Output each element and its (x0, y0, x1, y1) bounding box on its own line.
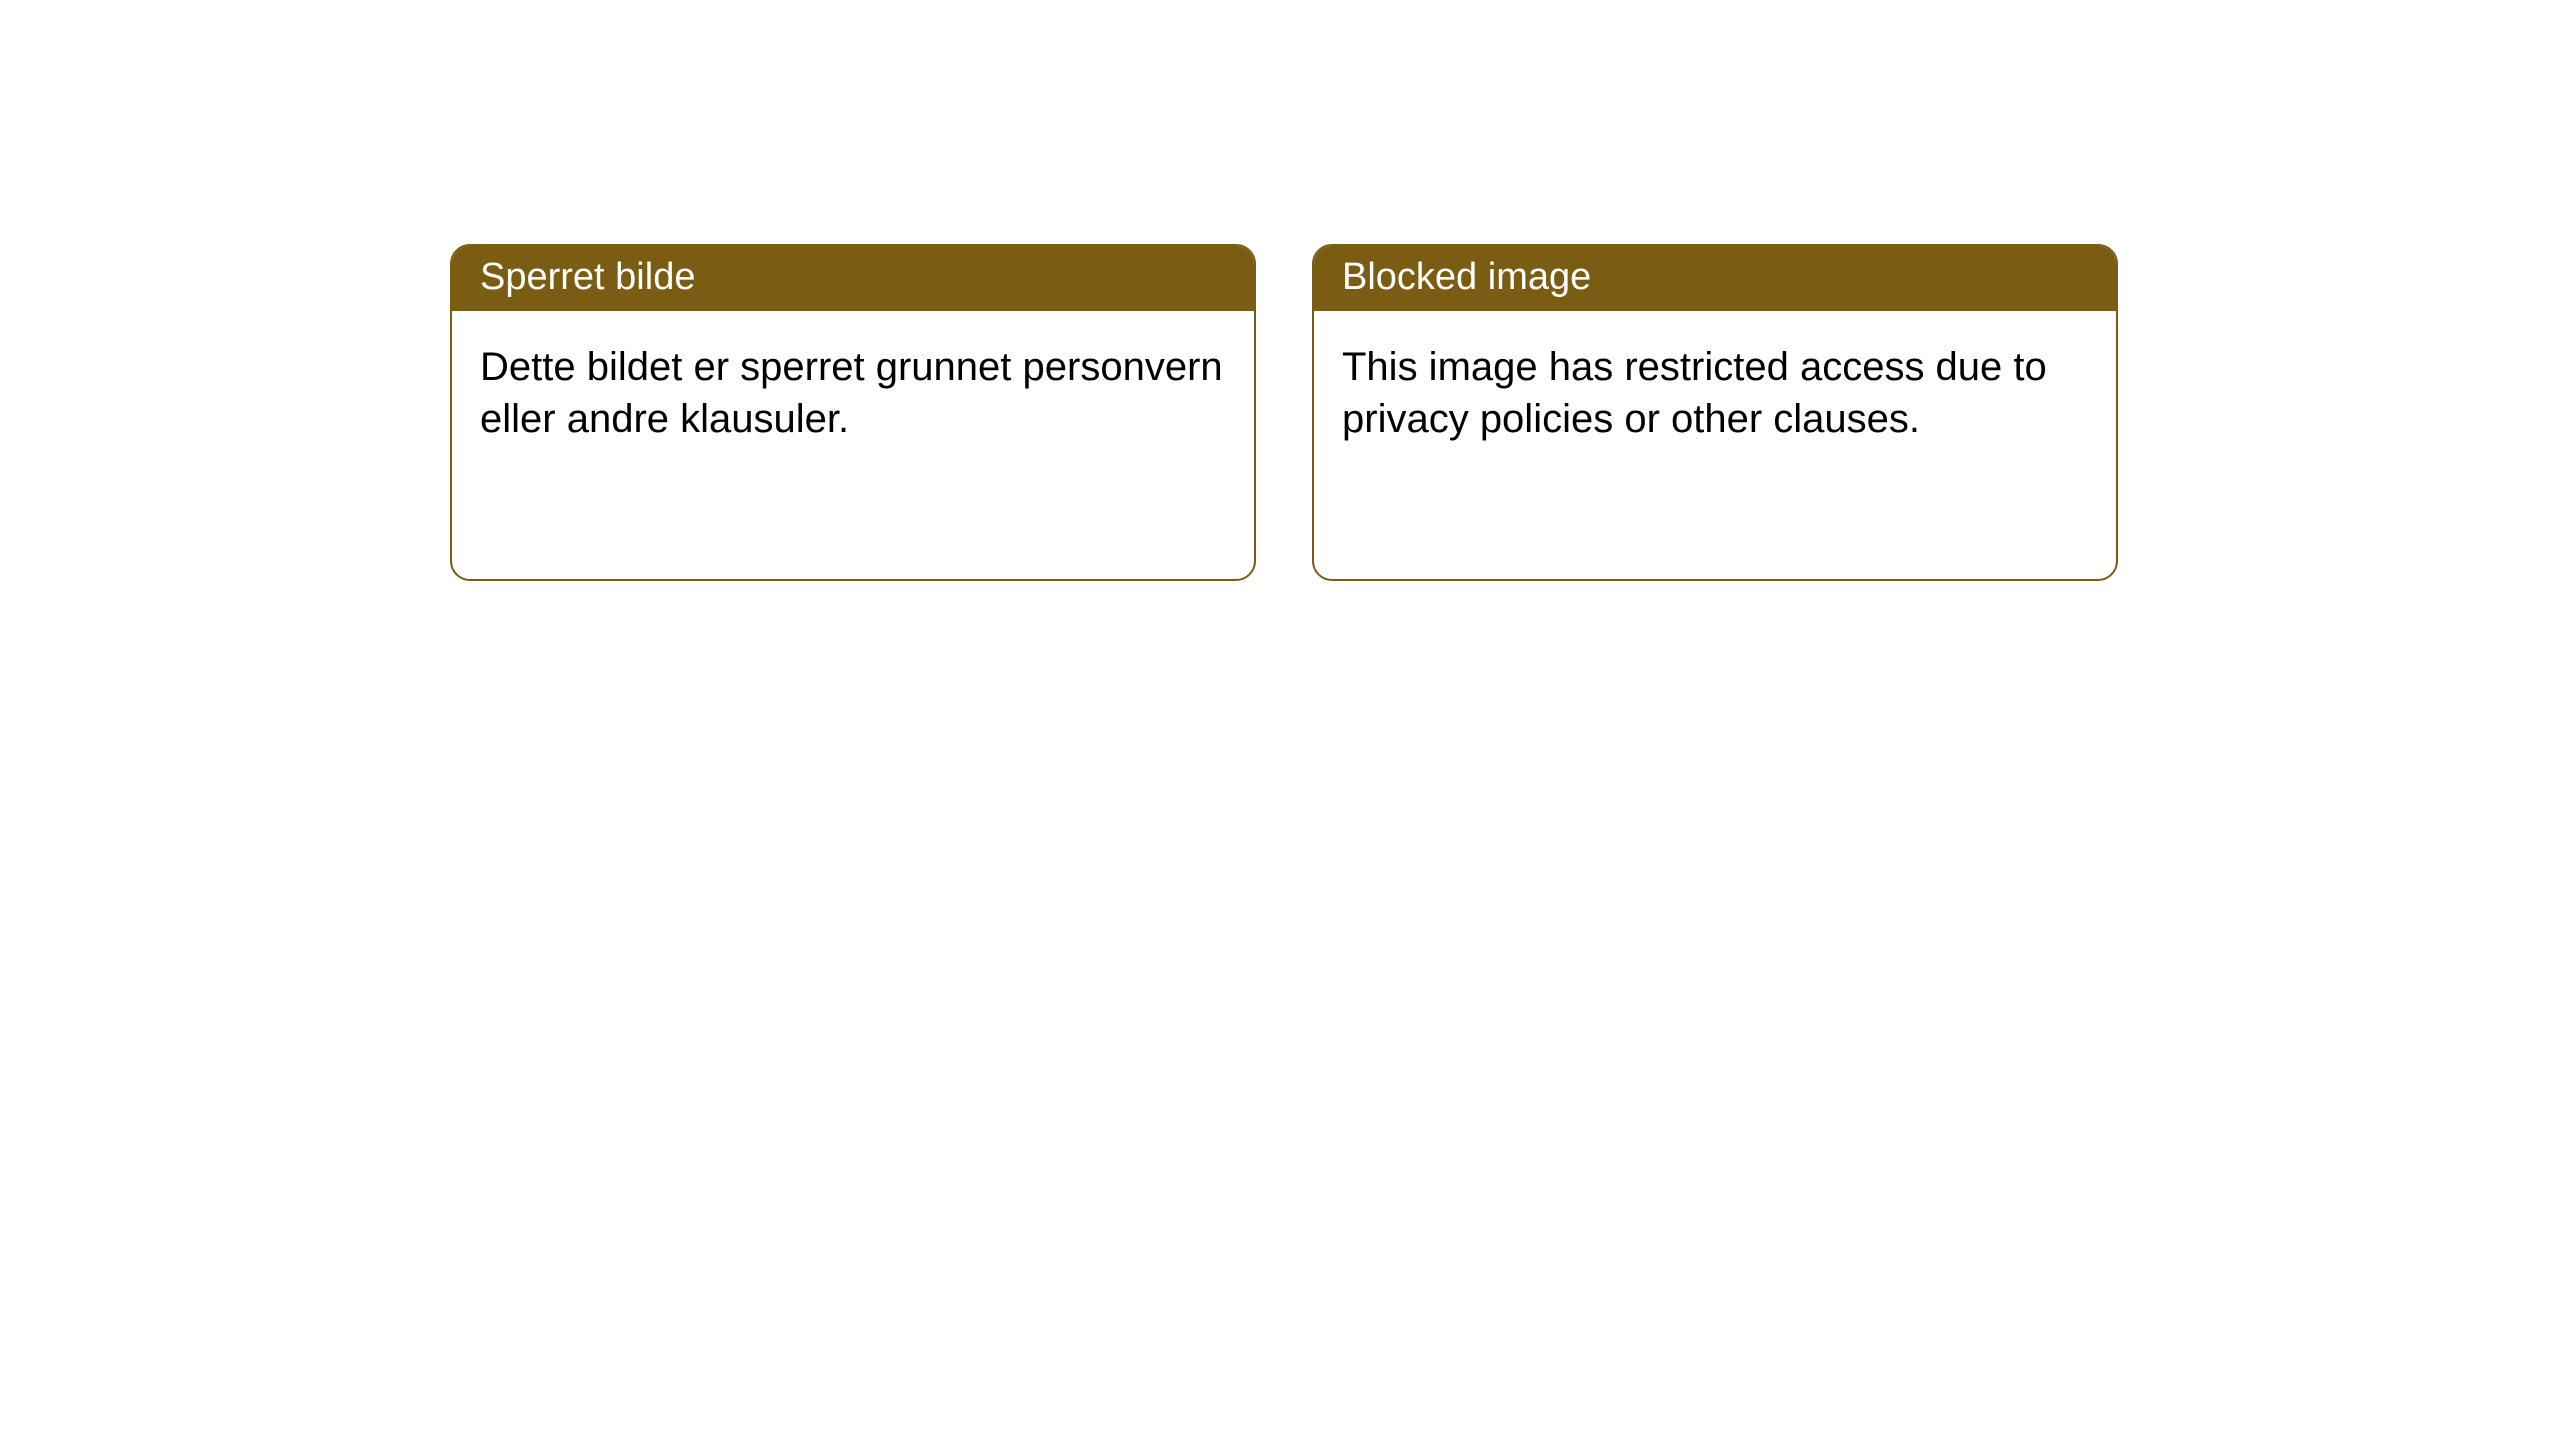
notice-body: This image has restricted access due to … (1314, 311, 2116, 475)
notice-container: Sperret bilde Dette bildet er sperret gr… (450, 244, 2118, 581)
notice-body-text: Dette bildet er sperret grunnet personve… (480, 345, 1223, 441)
notice-title: Sperret bilde (480, 256, 695, 298)
notice-card-norwegian: Sperret bilde Dette bildet er sperret gr… (450, 244, 1256, 581)
notice-header: Sperret bilde (452, 246, 1254, 311)
notice-header: Blocked image (1314, 246, 2116, 311)
notice-body: Dette bildet er sperret grunnet personve… (452, 311, 1254, 475)
notice-title: Blocked image (1342, 256, 1591, 298)
notice-body-text: This image has restricted access due to … (1342, 345, 2047, 441)
notice-card-english: Blocked image This image has restricted … (1312, 244, 2118, 581)
